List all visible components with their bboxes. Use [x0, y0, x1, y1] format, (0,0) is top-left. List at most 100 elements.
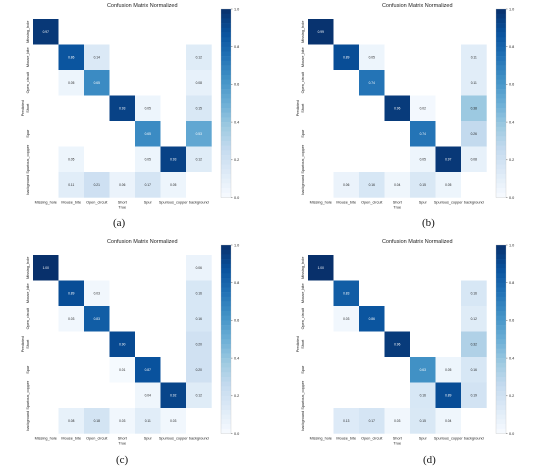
heatmap-cell — [33, 95, 59, 122]
heatmap-cell — [308, 172, 334, 198]
cell-value-label: 0.93 — [170, 157, 176, 161]
heatmap-cell — [308, 408, 334, 434]
colorbar-segment — [496, 93, 506, 99]
cell-value-label: 0.93 — [119, 106, 125, 110]
heatmap-cell — [410, 357, 436, 383]
heatmap-cell — [384, 280, 411, 307]
colorbar-tick-label: 0.4 — [234, 356, 239, 360]
heatmap-cell — [186, 408, 212, 434]
heatmap-cell — [33, 19, 59, 45]
y-axis-label: Predicted — [296, 100, 300, 116]
heatmap-cell — [461, 280, 487, 307]
heatmap-cell — [160, 331, 187, 358]
x-tick-label: Spurious_copper — [159, 201, 188, 205]
cell-value-label: 0.19 — [471, 393, 477, 397]
heatmap-cell — [135, 331, 161, 358]
x-tick-label: Missing_hole — [310, 437, 332, 441]
colorbar-segment — [496, 155, 506, 161]
colorbar-segment — [221, 164, 231, 170]
chart-title: Confusion Matrix Normalized — [382, 3, 453, 9]
colorbar-segment — [221, 329, 231, 335]
colorbar-segment — [221, 306, 231, 312]
heatmap-cell — [135, 408, 161, 434]
colorbar-segment — [221, 188, 231, 194]
cell-value-label: 0.20 — [196, 342, 202, 346]
colorbar-tick-label: 0.4 — [509, 356, 514, 360]
y-tick-label: Spur — [301, 365, 305, 374]
heatmap-cell — [410, 280, 436, 307]
cell-value-label: 0.06 — [119, 183, 125, 187]
heatmap-cell — [33, 331, 59, 358]
y-axis-label: Predicted — [21, 336, 25, 352]
cell-value-label: 0.03 — [170, 419, 176, 423]
colorbar-segment — [221, 51, 231, 57]
heatmap-cell — [84, 121, 110, 147]
heatmap-cell — [84, 146, 110, 173]
heatmap-cell — [461, 255, 487, 281]
heatmap-cell — [359, 331, 385, 358]
colorbar-segment — [221, 65, 231, 71]
colorbar-segment — [496, 405, 506, 411]
y-tick-label: Short — [26, 103, 30, 113]
cell-value-label: 0.16 — [420, 393, 426, 397]
heatmap-cell — [333, 146, 360, 173]
heatmap-cell — [84, 19, 110, 45]
cell-value-label: 0.08 — [471, 157, 477, 161]
colorbar-segment — [221, 145, 231, 151]
y-tick-label: Short — [301, 339, 305, 349]
heatmap-cell — [384, 19, 411, 45]
cell-value-label: 0.12 — [471, 317, 477, 321]
heatmap-cell — [461, 95, 487, 122]
colorbar-segment — [221, 367, 231, 373]
heatmap-cell — [109, 382, 136, 409]
x-tick-label: Mouse_bite — [336, 201, 356, 205]
colorbar-segment — [496, 424, 506, 430]
heatmap-cell — [333, 70, 360, 96]
cell-value-label: 0.65 — [145, 132, 151, 136]
colorbar-frame — [495, 8, 507, 198]
y-axis-label: Predicted — [21, 100, 25, 116]
colorbar-segment — [221, 419, 231, 425]
colorbar-segment — [221, 46, 231, 52]
colorbar-tick-label: 0.0 — [234, 432, 239, 436]
colorbar-segment — [221, 259, 231, 265]
heatmap-cell — [135, 95, 161, 122]
y-tick-label: Short — [26, 339, 30, 349]
confusion-matrix-panel-c: Confusion Matrix Normalized 1.00 0.06 0.89 0… — [0, 236, 275, 472]
colorbar-segment — [221, 32, 231, 38]
colorbar-segment — [221, 424, 231, 430]
heatmap-cell — [186, 95, 212, 122]
cell-value-label: 0.12 — [196, 393, 202, 397]
heatmap-cell — [33, 146, 59, 173]
colorbar-segment — [221, 70, 231, 76]
cell-value-label: 0.11 — [68, 183, 74, 187]
x-tick-label: Spurious_copper — [434, 201, 463, 205]
colorbar-tick-label: 0.6 — [509, 83, 514, 87]
x-tick-label: Spur — [419, 201, 428, 205]
cell-value-label: 0.05 — [445, 183, 451, 187]
colorbar-frame — [220, 244, 232, 434]
cell-value-label: 0.15 — [196, 106, 202, 110]
heatmap-cell — [384, 95, 411, 122]
y-tick-label: Spurious_copper — [301, 144, 305, 173]
heatmap-cell — [186, 357, 212, 383]
heatmap-cell — [109, 172, 136, 198]
heatmap-cell — [160, 280, 187, 307]
heatmap-cell — [333, 121, 360, 147]
heatmap-cell — [84, 255, 110, 281]
heatmap-cell — [84, 331, 110, 358]
colorbar-segment — [496, 263, 506, 269]
heatmap-cell — [135, 280, 161, 307]
colorbar-segment — [496, 315, 506, 321]
heatmap-cell — [186, 146, 212, 173]
heatmap-cell — [186, 44, 212, 71]
cell-value-label: 0.90 — [119, 342, 125, 346]
colorbar-segment — [221, 362, 231, 368]
colorbar-segment — [221, 18, 231, 24]
heatmap-cell — [109, 331, 136, 358]
heatmap-cell — [384, 357, 411, 383]
cell-value-label: 0.04 — [445, 419, 451, 423]
colorbar-segment — [496, 9, 506, 15]
cell-value-label: 0.15 — [420, 419, 426, 423]
cell-value-label: 0.05 — [170, 183, 176, 187]
